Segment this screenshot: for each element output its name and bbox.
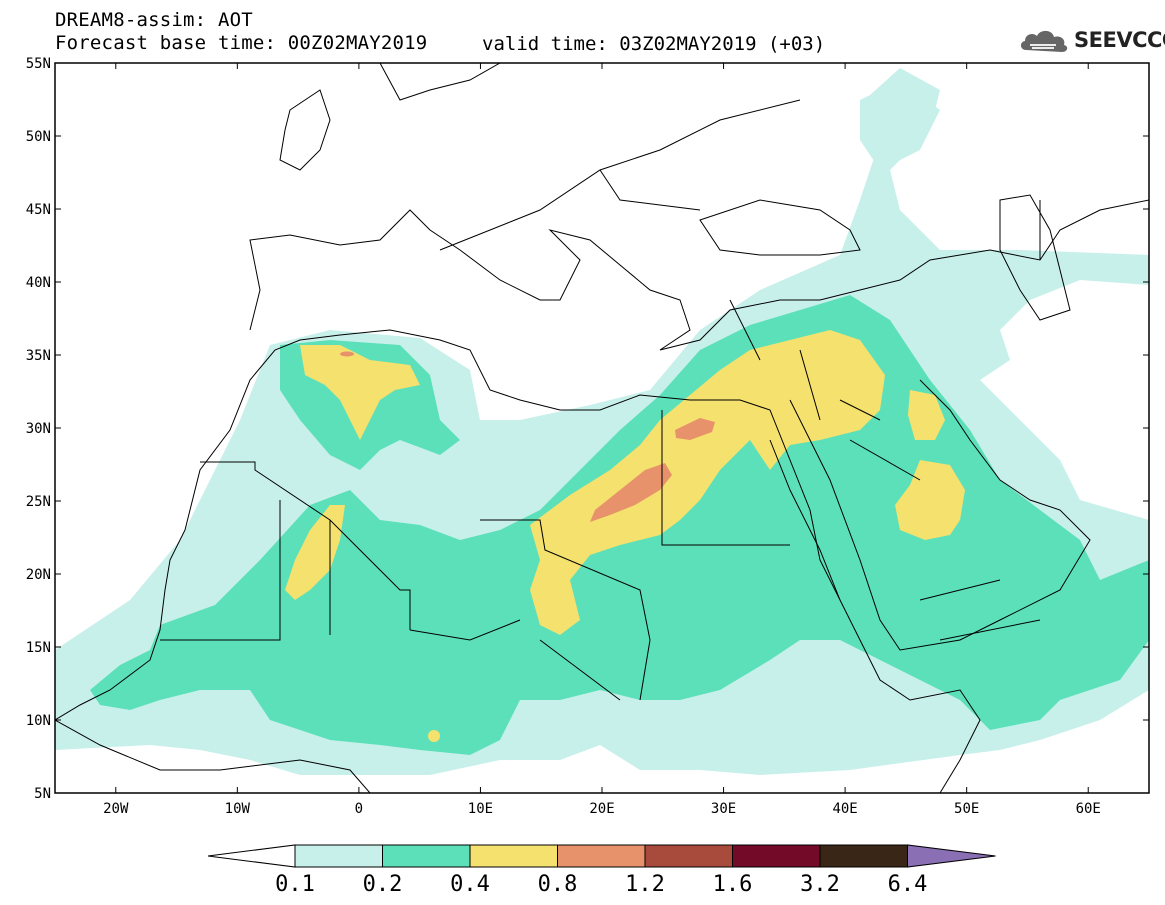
valid-time: valid time: 03Z02MAY2019 (+03)	[482, 33, 826, 55]
scandinavia-coastline	[379, 63, 501, 101]
aot-region-orange-2	[675, 418, 715, 440]
lon-label: 50E	[954, 801, 979, 817]
latitude-axis: 55N 50N 45N 40N 35N 30N 25N 20N 15N 10N 5N	[26, 56, 1149, 802]
lat-label: 50N	[26, 129, 51, 145]
lat-label: 30N	[26, 421, 51, 437]
red-sea	[769, 439, 841, 601]
lon-label: 60E	[1076, 801, 1101, 817]
lat-label: 5N	[34, 786, 51, 802]
lon-label: 10W	[225, 801, 251, 817]
colorbar-swatch	[644, 844, 733, 868]
colorbar-swatch	[469, 844, 558, 868]
lat-label: 55N	[26, 56, 51, 72]
country-borders	[160, 99, 1041, 701]
colorbar-label: 1.6	[713, 872, 753, 897]
aot-region-orange-3	[340, 351, 354, 357]
lat-label: 10N	[26, 713, 51, 729]
longitude-axis: 20W 10W 0 10E 20E 30E 40E 50E 60E	[103, 63, 1101, 817]
aot-region-yellow-6	[428, 730, 440, 742]
colorbar-label: 0.2	[363, 872, 403, 897]
colorbar-label: 1.2	[625, 872, 665, 897]
colorbar-swatch	[819, 844, 908, 868]
cloud-logo-icon	[1020, 30, 1068, 52]
caspian-sea	[999, 194, 1071, 321]
forecast-base-time: Forecast base time: 00Z02MAY2019	[55, 32, 428, 54]
colorbar-label: 0.8	[538, 872, 578, 897]
lat-label: 40N	[26, 275, 51, 291]
lon-label: 20E	[589, 801, 614, 817]
map-title: DREAM8-assim: AOT	[55, 9, 253, 31]
colorbar-label: 3.2	[800, 872, 840, 897]
europe-coastline	[249, 199, 1149, 351]
lat-label: 20N	[26, 567, 51, 583]
aot-region-yellow	[530, 330, 885, 635]
aot-region-orange	[590, 463, 672, 522]
arabia-coastline	[789, 379, 1091, 651]
lat-label: 45N	[26, 202, 51, 218]
coastlines	[55, 63, 1149, 793]
britain-coastline	[279, 89, 331, 171]
colorbar-swatch	[382, 844, 471, 868]
logo-text: SEEVCCC	[1074, 28, 1165, 52]
lat-label: 35N	[26, 348, 51, 364]
lon-label: 20W	[103, 801, 129, 817]
aot-region-yellow-2	[300, 345, 420, 440]
lon-label: 0	[355, 801, 363, 817]
colorbar-low-arrow	[207, 844, 296, 868]
lon-label: 30E	[711, 801, 736, 817]
colorbar-swatch	[732, 844, 821, 868]
aot-region-light-2	[860, 80, 940, 170]
aot-shading	[55, 68, 1149, 775]
colorbar-label: 0.1	[275, 872, 315, 897]
lat-label: 15N	[26, 640, 51, 656]
lat-label: 25N	[26, 494, 51, 510]
lon-label: 10E	[468, 801, 493, 817]
aot-region-yellow-5	[895, 460, 965, 540]
colorbar-label: 6.4	[888, 872, 928, 897]
colorbar-swatch	[294, 844, 383, 868]
colorbar-label: 0.4	[450, 872, 490, 897]
africa-coastline	[55, 329, 981, 793]
colorbar-high-arrow	[907, 844, 996, 868]
black-sea	[699, 199, 861, 256]
africa-gulf-of-guinea	[55, 719, 371, 793]
aot-region-yellow-4	[908, 390, 945, 440]
colorbar-swatch	[557, 844, 646, 868]
colorbar: 0.1 0.2 0.4 0.8 1.2 1.6 3.2 6.4	[207, 844, 996, 897]
lon-label: 40E	[832, 801, 857, 817]
seevccc-logo: SEEVCCC	[1018, 25, 1165, 55]
